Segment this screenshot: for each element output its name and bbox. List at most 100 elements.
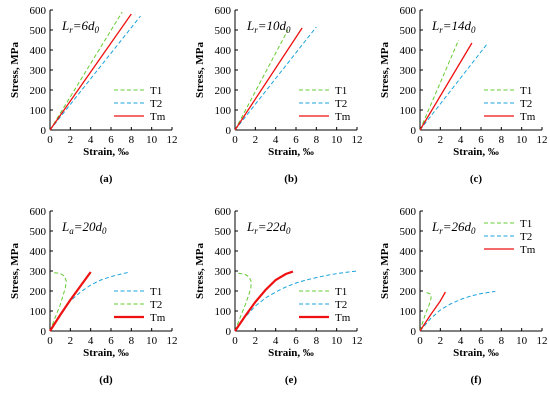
series-line-t2	[419, 43, 488, 131]
x-tick-label: 10	[516, 335, 528, 347]
y-tick-label: 500	[400, 226, 417, 238]
length-annotation: Lr=10d0	[246, 18, 291, 35]
x-axis-label: Strain, ‰	[83, 146, 129, 158]
x-tick-label: 6	[108, 134, 114, 146]
y-axis-label: Stress, MPa	[379, 242, 391, 299]
length-annotation: Lr=6d0	[61, 18, 100, 35]
series-line-t1	[234, 29, 289, 131]
legend-label-t2: T2	[520, 98, 532, 110]
x-tick-label: 12	[352, 335, 363, 347]
chart-panel-c: 0 100 200 300 400 500 600 0 2 4 6 8 10 12 Strain, ‰ Str…	[379, 5, 548, 185]
legend-label-t1: T1	[335, 85, 347, 97]
legend-label-tm: Tm	[335, 312, 351, 324]
y-tick-label: 500	[30, 226, 47, 238]
y-tick-label: 600	[215, 5, 232, 17]
y-tick-label: 300	[30, 65, 47, 77]
y-tick-label: 0	[411, 326, 417, 338]
legend-label-t2: T2	[520, 231, 532, 243]
y-tick-label: 0	[226, 125, 232, 137]
y-tick-label: 0	[411, 125, 417, 137]
length-annotation: Lr=14d0	[431, 18, 476, 35]
series-line-tm	[419, 42, 473, 131]
x-tick-label: 10	[331, 335, 343, 347]
x-axis-label: Strain, ‰	[268, 146, 314, 158]
series-line-t2	[234, 270, 358, 332]
x-tick-label: 12	[537, 335, 548, 347]
x-axis-label: Strain, ‰	[453, 347, 499, 359]
panel-label: (a)	[100, 173, 113, 185]
legend-label-t1: T1	[150, 286, 162, 298]
y-tick-label: 100	[400, 306, 417, 318]
legend-label-t2: T2	[150, 299, 162, 311]
x-tick-label: 0	[417, 335, 423, 347]
legend-label-t1: T1	[520, 218, 532, 230]
y-tick-label: 400	[215, 246, 232, 258]
x-tick-label: 6	[293, 134, 299, 146]
y-tick-label: 200	[400, 286, 417, 298]
chart-panel-b: 0 100 200 300 400 500 600 0 2 4 6 8 10 12 Strain, ‰ Str…	[194, 5, 363, 185]
x-tick-label: 2	[68, 335, 74, 347]
legend-label-t2: T2	[335, 299, 347, 311]
legend-label-t1: T1	[335, 286, 347, 298]
y-axis-label: Stress, MPa	[9, 242, 21, 299]
x-tick-label: 4	[273, 335, 279, 347]
x-tick-label: 4	[458, 335, 464, 347]
series-line-t1	[419, 292, 432, 332]
legend-label-t2: T2	[150, 98, 162, 110]
series-line-t2	[234, 26, 317, 131]
x-tick-label: 12	[167, 335, 178, 347]
x-tick-label: 2	[253, 134, 259, 146]
x-tick-label: 0	[417, 134, 423, 146]
y-tick-label: 400	[215, 45, 232, 57]
legend-label-t1: T1	[150, 85, 162, 97]
y-tick-label: 600	[30, 5, 47, 17]
x-axis-label: Strain, ‰	[83, 347, 129, 359]
x-tick-label: 6	[293, 335, 299, 347]
x-tick-label: 12	[167, 134, 178, 146]
length-annotation: La=20d0	[61, 219, 107, 236]
series-line-t2	[49, 272, 67, 332]
legend-label-tm: Tm	[150, 312, 166, 324]
x-tick-label: 8	[499, 134, 505, 146]
x-tick-label: 0	[232, 335, 238, 347]
x-tick-label: 8	[129, 335, 135, 347]
x-tick-label: 4	[273, 134, 279, 146]
panel-label: (f)	[471, 374, 482, 386]
panel-label: (b)	[284, 173, 298, 185]
y-tick-label: 200	[30, 85, 47, 97]
y-tick-label: 500	[215, 25, 232, 37]
y-tick-label: 400	[30, 45, 47, 57]
y-tick-label: 100	[215, 105, 232, 117]
y-tick-label: 200	[215, 286, 232, 298]
legend-label-tm: Tm	[520, 244, 536, 256]
y-tick-label: 100	[400, 105, 417, 117]
series-line-tm	[419, 291, 446, 332]
series-line-t2	[49, 15, 141, 131]
panel-label: (e)	[285, 374, 298, 386]
series-line-t1	[49, 11, 123, 131]
x-tick-label: 10	[331, 134, 343, 146]
x-tick-label: 6	[478, 134, 484, 146]
y-tick-label: 500	[215, 226, 232, 238]
series-line-tm	[49, 13, 132, 131]
y-tick-label: 500	[400, 25, 417, 37]
y-tick-label: 200	[215, 85, 232, 97]
series-line-t2	[419, 290, 496, 332]
length-annotation: Lr=26d0	[431, 219, 476, 236]
x-tick-label: 8	[314, 134, 320, 146]
y-tick-label: 300	[215, 266, 232, 278]
x-tick-label: 2	[68, 134, 74, 146]
x-tick-label: 0	[47, 134, 53, 146]
x-tick-label: 6	[108, 335, 114, 347]
y-tick-label: 0	[41, 125, 47, 137]
y-tick-label: 0	[226, 326, 232, 338]
y-tick-label: 100	[30, 105, 47, 117]
x-tick-label: 8	[314, 335, 320, 347]
panel-label: (c)	[470, 173, 483, 185]
y-tick-label: 300	[400, 266, 417, 278]
x-tick-label: 10	[146, 335, 158, 347]
y-tick-label: 300	[215, 65, 232, 77]
x-tick-label: 4	[88, 335, 94, 347]
x-tick-label: 8	[499, 335, 505, 347]
y-tick-label: 200	[30, 286, 47, 298]
